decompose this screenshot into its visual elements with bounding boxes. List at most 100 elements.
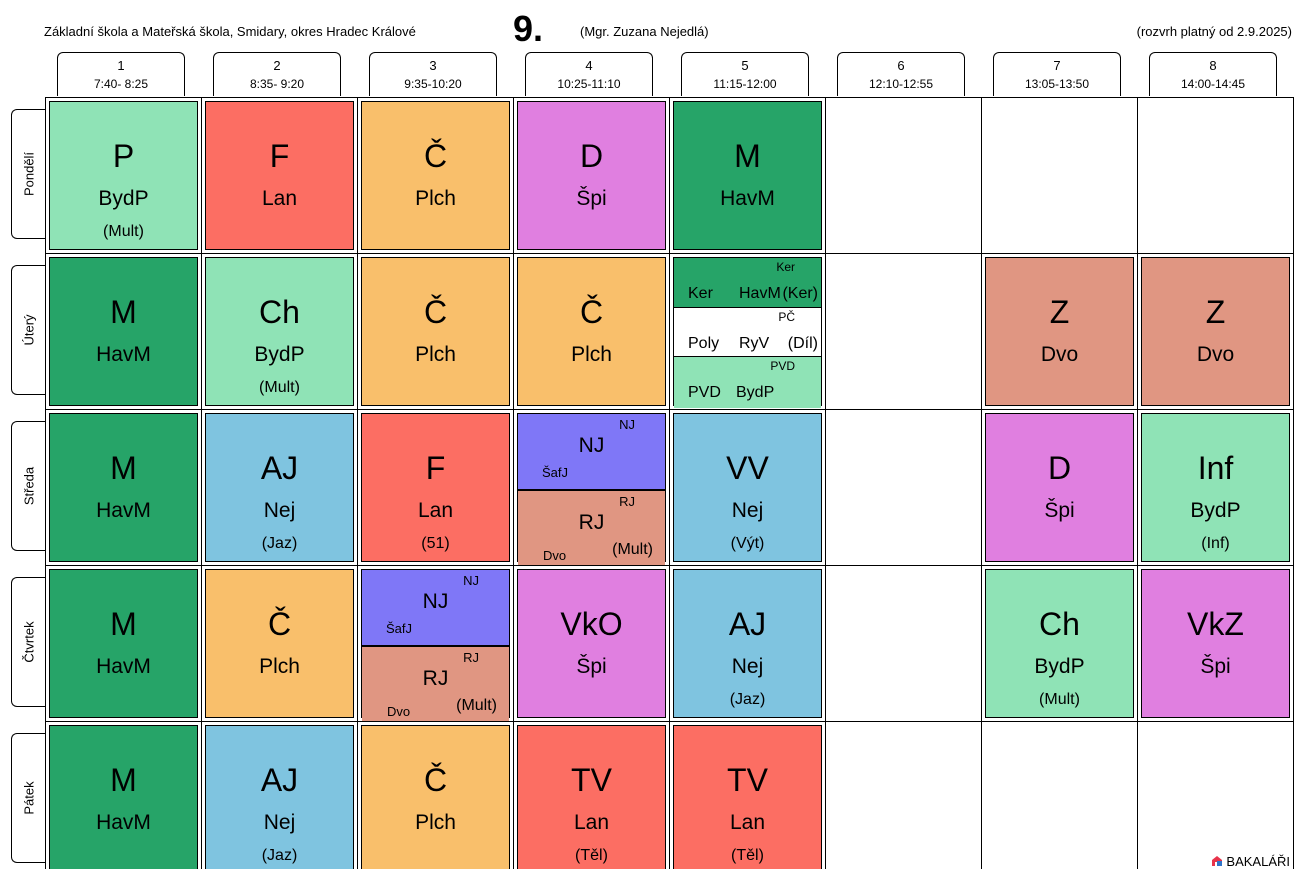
- period-header: 6 12:10-12:55: [837, 52, 965, 96]
- lesson-card[interactable]: AJ Nej (Jaz): [673, 569, 822, 718]
- lesson-group[interactable]: Ker Ker HavM (Ker): [674, 258, 821, 307]
- lesson-subject: AJ: [728, 606, 767, 642]
- timetable-cell: Ker Ker HavM (Ker) PČ Poly RyV (Díl) PVD PVD BydP: [669, 253, 826, 410]
- lesson-subject: M: [110, 294, 137, 330]
- lesson-card[interactable]: Z Dvo: [1141, 257, 1290, 406]
- day-label: Pátek: [11, 733, 45, 863]
- lesson-teacher: HavM: [96, 343, 151, 366]
- lesson-group[interactable]: RJ RJ Dvo (Mult): [362, 645, 509, 721]
- lesson-subject: M: [110, 450, 137, 486]
- timetable-cell: AJ Nej (Jaz): [201, 721, 358, 869]
- lesson-room: (Jaz): [261, 535, 298, 552]
- timetable-cell: Č Plch: [357, 721, 514, 869]
- lesson-subject: F: [269, 138, 290, 174]
- lesson-subject: Ch: [259, 294, 300, 330]
- group-subject: RJ: [422, 667, 449, 690]
- lesson-card[interactable]: F Lan: [205, 101, 354, 250]
- timetable-cell: D Špi: [513, 97, 670, 254]
- lesson-subject: AJ: [260, 762, 299, 798]
- lesson-teacher: Špi: [576, 655, 607, 678]
- period-header: 2 8:35- 9:20: [213, 52, 341, 96]
- lesson-card[interactable]: TV Lan (Těl): [673, 725, 822, 869]
- lesson-card[interactable]: Č Plch: [517, 257, 666, 406]
- lesson-card[interactable]: M HavM: [49, 569, 198, 718]
- group-subject: PVD: [688, 384, 721, 401]
- day-label-text: Pátek: [21, 781, 36, 815]
- lesson-card[interactable]: AJ Nej (Jaz): [205, 725, 354, 869]
- period-time: 12:10-12:55: [868, 77, 934, 91]
- timetable-cell: Č Plch: [513, 253, 670, 410]
- lesson-room: (Mult): [259, 379, 300, 396]
- group-subject: RJ: [578, 511, 605, 534]
- group-code: NJ: [619, 417, 635, 432]
- group-code: Ker: [776, 260, 795, 274]
- lesson-teacher: Lan: [261, 187, 298, 210]
- timetable-cell: Z Dvo: [1137, 253, 1294, 410]
- lesson-teacher: Plch: [415, 343, 456, 366]
- lesson-subject: Č: [423, 294, 448, 330]
- timetable-cell: M HavM: [45, 565, 202, 722]
- group-teacher: Dvo: [387, 704, 411, 719]
- group-code: RJ: [463, 650, 479, 665]
- lesson-card[interactable]: TV Lan (Těl): [517, 725, 666, 869]
- period-number: 4: [585, 58, 593, 73]
- lesson-card[interactable]: Č Plch: [361, 257, 510, 406]
- group-subject: Ker: [688, 285, 713, 302]
- lesson-teacher: HavM: [96, 499, 151, 522]
- lesson-card[interactable]: VkO Špi: [517, 569, 666, 718]
- period-number: 7: [1053, 58, 1061, 73]
- group-teacher: BydP: [736, 384, 775, 401]
- lesson-subject: Inf: [1197, 450, 1234, 486]
- lesson-card[interactable]: VkZ Špi: [1141, 569, 1290, 718]
- lesson-card[interactable]: F Lan (51): [361, 413, 510, 562]
- lesson-group[interactable]: NJ NJ ŠafJ: [362, 570, 509, 645]
- lesson-teacher: BydP: [254, 343, 305, 366]
- lesson-card[interactable]: Č Plch: [205, 569, 354, 718]
- lesson-card[interactable]: Ch BydP (Mult): [205, 257, 354, 406]
- lesson-card[interactable]: VV Nej (Výt): [673, 413, 822, 562]
- timetable-cell: M HavM: [45, 253, 202, 410]
- lesson-card[interactable]: M HavM: [673, 101, 822, 250]
- lesson-card[interactable]: AJ Nej (Jaz): [205, 413, 354, 562]
- timetable-cell: VV Nej (Výt): [669, 409, 826, 566]
- lesson-card[interactable]: Z Dvo: [985, 257, 1134, 406]
- day-label-text: Středa: [21, 466, 36, 506]
- lesson-subject: D: [1047, 450, 1072, 486]
- lesson-group[interactable]: PVD PVD BydP: [674, 356, 821, 408]
- lesson-teacher: Lan: [417, 499, 454, 522]
- group-subject: Poly: [688, 335, 720, 352]
- lesson-teacher: Plch: [259, 655, 300, 678]
- lesson-subject: Č: [423, 762, 448, 798]
- timetable-cell: D Špi: [981, 409, 1138, 566]
- timetable-cell: M HavM: [45, 409, 202, 566]
- lesson-group[interactable]: PČ Poly RyV (Díl): [674, 307, 821, 357]
- period-number: 6: [897, 58, 905, 73]
- lesson-card[interactable]: M HavM: [49, 413, 198, 562]
- timetable-cell: F Lan (51): [357, 409, 514, 566]
- lesson-card[interactable]: Ker Ker HavM (Ker) PČ Poly RyV (Díl) PVD PVD BydP: [673, 257, 822, 408]
- lesson-card[interactable]: D Špi: [985, 413, 1134, 562]
- lesson-card[interactable]: NJ NJ ŠafJ RJ RJ Dvo (Mult): [517, 413, 666, 565]
- period-header: 3 9:35-10:20: [369, 52, 497, 96]
- lesson-card[interactable]: NJ NJ ŠafJ RJ RJ Dvo (Mult): [361, 569, 510, 721]
- lesson-card[interactable]: Č Plch: [361, 101, 510, 250]
- timetable-cell: NJ NJ ŠafJ RJ RJ Dvo (Mult): [357, 565, 514, 722]
- lesson-card[interactable]: D Špi: [517, 101, 666, 250]
- lesson-card[interactable]: Ch BydP (Mult): [985, 569, 1134, 718]
- lesson-card[interactable]: Inf BydP (Inf): [1141, 413, 1290, 562]
- lesson-group[interactable]: NJ NJ ŠafJ: [518, 414, 665, 489]
- timetable-cell: Ch BydP (Mult): [981, 565, 1138, 722]
- timetable-cell: [825, 253, 982, 410]
- lesson-teacher: Plch: [415, 187, 456, 210]
- lesson-subject: P: [112, 138, 135, 174]
- period-number: 5: [741, 58, 749, 73]
- lesson-subject: AJ: [260, 450, 299, 486]
- lesson-group[interactable]: RJ RJ Dvo (Mult): [518, 489, 665, 565]
- lesson-card[interactable]: M HavM: [49, 725, 198, 869]
- group-teacher: Dvo: [543, 548, 567, 563]
- lesson-card[interactable]: M HavM: [49, 257, 198, 406]
- lesson-card[interactable]: Č Plch: [361, 725, 510, 869]
- lesson-subject: Z: [1049, 294, 1070, 330]
- lesson-teacher: BydP: [1190, 499, 1241, 522]
- lesson-card[interactable]: P BydP (Mult): [49, 101, 198, 250]
